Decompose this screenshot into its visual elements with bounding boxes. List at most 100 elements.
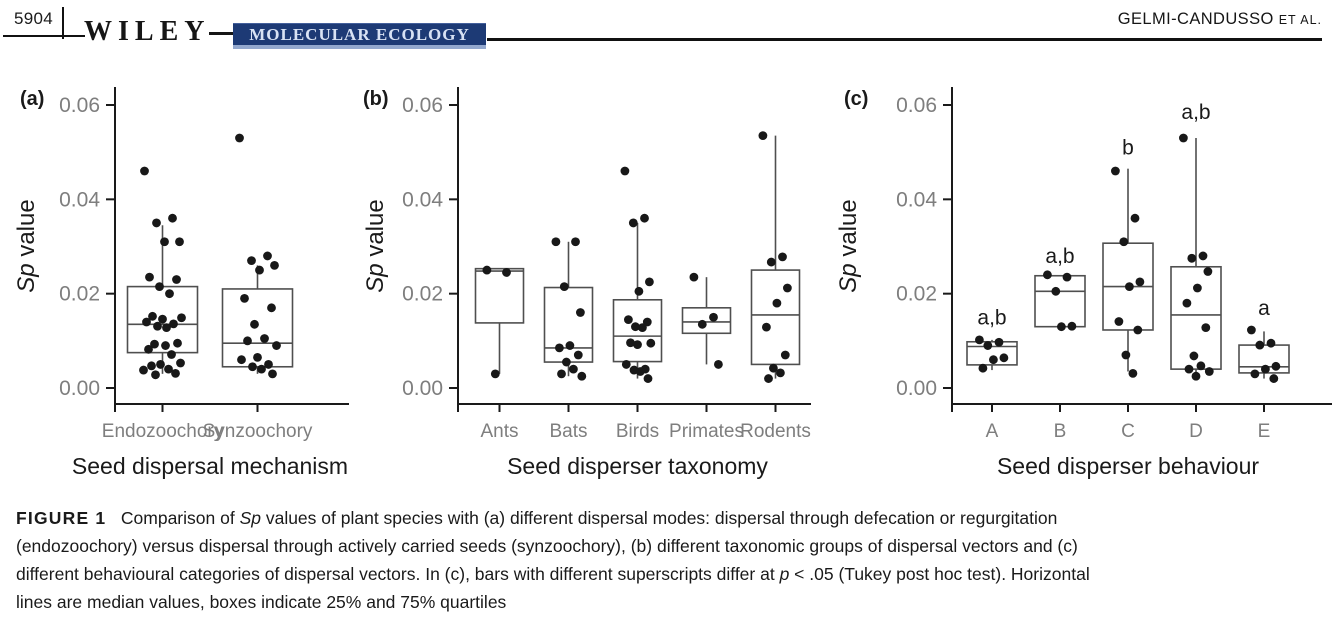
data-point <box>631 322 640 332</box>
data-point <box>144 344 153 354</box>
boxplot-group-Synzoochory <box>221 133 294 379</box>
boxplot-panel-b: (b) Sp value 0.00 0.02 0.04 0.06 Ants Bats Birds… <box>362 87 811 479</box>
data-point <box>778 252 787 262</box>
category-label: E <box>1258 421 1271 442</box>
category-label: Birds <box>616 421 659 442</box>
data-point <box>994 337 1004 347</box>
data-point <box>260 334 269 343</box>
data-point <box>776 368 785 378</box>
data-point <box>156 360 165 369</box>
category-label: Endozoochory <box>102 421 224 442</box>
data-point <box>780 350 790 360</box>
data-point <box>1128 368 1138 378</box>
data-point <box>555 343 564 353</box>
running-head: GELMI-CANDUSSO ET AL. <box>1118 10 1322 29</box>
data-point <box>628 218 638 228</box>
y-tick-label: 0.00 <box>402 377 443 400</box>
y-tick-label: 0.00 <box>896 377 937 400</box>
data-point <box>1051 286 1061 296</box>
data-point <box>255 265 264 275</box>
running-head-authors: GELMI-CANDUSSO <box>1117 10 1274 28</box>
y-tick-label: 0.02 <box>896 283 937 306</box>
y-tick-label: 0.06 <box>896 94 937 117</box>
data-point <box>268 369 277 379</box>
data-point <box>783 283 792 293</box>
data-point <box>1203 267 1213 276</box>
data-point <box>267 303 276 313</box>
panel-label: (a) <box>20 88 44 110</box>
data-point <box>161 341 170 350</box>
data-point <box>248 362 257 372</box>
figure-caption: FIGURE 1 Comparison of Sp values of plan… <box>16 504 1326 616</box>
panel-label: (c) <box>844 88 868 110</box>
significance-label: b <box>1122 137 1134 160</box>
data-point <box>1133 325 1143 335</box>
data-point <box>235 133 244 143</box>
category-label: C <box>1121 421 1135 442</box>
data-point <box>153 321 162 331</box>
data-point <box>502 268 511 277</box>
data-point <box>1204 367 1214 376</box>
data-point <box>646 338 656 348</box>
data-point <box>1125 282 1134 291</box>
data-point <box>158 314 167 324</box>
data-point <box>626 338 635 348</box>
caption-text: Comparison of <box>106 508 240 528</box>
data-point <box>769 363 778 373</box>
header-rule-left <box>3 35 85 37</box>
data-point <box>152 218 161 228</box>
data-point <box>176 358 185 368</box>
data-point <box>1261 364 1270 374</box>
data-point <box>250 319 259 329</box>
y-tick-label: 0.04 <box>402 188 443 211</box>
caption-text: (endozoochory) versus dispersal through … <box>16 536 1078 556</box>
data-point <box>1121 350 1131 360</box>
data-point <box>758 131 768 141</box>
data-point <box>164 364 173 374</box>
caption-text: p <box>779 564 790 584</box>
data-point <box>559 282 569 291</box>
data-point <box>640 213 649 223</box>
x-axis-title: Seed disperser taxonomy <box>507 453 768 479</box>
data-point <box>145 272 154 282</box>
caption-line: FIGURE 1 Comparison of Sp values of plan… <box>16 504 1326 532</box>
y-axis-title: Sp value <box>13 199 40 292</box>
data-point <box>1062 272 1072 282</box>
category-label: D <box>1189 421 1203 442</box>
data-point <box>1111 166 1120 176</box>
data-point <box>1114 317 1124 326</box>
caption-text: Sp <box>239 508 261 528</box>
data-point <box>253 352 262 362</box>
data-point <box>171 368 180 378</box>
data-point <box>1271 361 1281 371</box>
box <box>543 286 594 363</box>
page-number: 5904 <box>14 9 54 28</box>
data-point <box>1067 321 1077 331</box>
data-point <box>151 370 160 380</box>
data-point <box>551 237 561 247</box>
data-point <box>989 355 998 365</box>
significance-label: a,b <box>1045 245 1074 268</box>
box <box>1034 274 1086 328</box>
y-axis-title: Sp value <box>362 199 389 292</box>
y-tick-label: 0.04 <box>59 188 100 211</box>
data-point <box>978 363 988 373</box>
caption-text: lines are median values, boxes indicate … <box>16 592 507 612</box>
boxplot-group-E <box>1238 325 1290 383</box>
data-point <box>571 237 580 247</box>
caption-text: values of plant species with (a) differe… <box>260 508 1058 528</box>
y-tick-label: 0.00 <box>59 377 100 400</box>
data-point <box>569 364 578 374</box>
data-point <box>1057 322 1066 332</box>
data-point <box>243 336 252 346</box>
data-point <box>169 319 178 329</box>
data-point <box>633 340 642 350</box>
data-point <box>1130 213 1140 223</box>
data-point <box>634 286 644 296</box>
data-point <box>168 213 177 223</box>
y-tick-label: 0.02 <box>59 283 100 306</box>
data-point <box>689 272 699 282</box>
data-point <box>1247 325 1256 335</box>
data-point <box>565 341 575 350</box>
